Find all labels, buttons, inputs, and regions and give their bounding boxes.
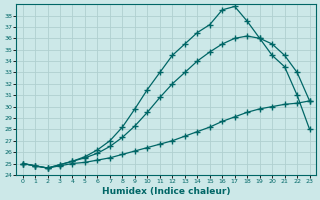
X-axis label: Humidex (Indice chaleur): Humidex (Indice chaleur) (102, 187, 230, 196)
